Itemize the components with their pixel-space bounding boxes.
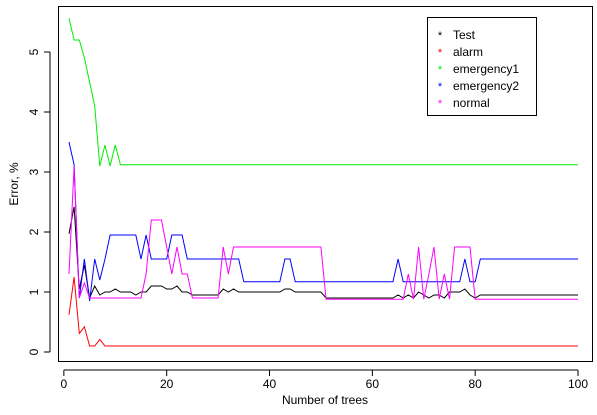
x-tick-label: 0 xyxy=(61,377,68,391)
y-tick-label: 5 xyxy=(27,48,41,55)
x-tick-label: 80 xyxy=(468,377,482,391)
series-line-emergency2 xyxy=(68,141,578,302)
legend-label-alarm: alarm xyxy=(453,45,483,59)
legend-label-Test: Test xyxy=(453,28,476,42)
legend-marker-emergency1: * xyxy=(438,64,443,76)
x-axis-label: Number of trees xyxy=(282,393,368,407)
y-tick-label: 0 xyxy=(27,348,41,355)
series-line-Test xyxy=(68,206,578,300)
y-tick-label: 1 xyxy=(27,288,41,295)
x-axis: 0 20 40 60 80 100 xyxy=(61,369,588,391)
x-tick-label: 40 xyxy=(263,377,277,391)
legend-label-emergency1: emergency1 xyxy=(453,62,519,76)
y-tick-label: 2 xyxy=(27,228,41,235)
y-tick-label: 3 xyxy=(27,168,41,175)
series-lines xyxy=(68,18,578,347)
y-axis-label: Error, % xyxy=(7,162,21,206)
legend-marker-Test: * xyxy=(438,30,443,42)
x-tick-label: 20 xyxy=(160,377,174,391)
legend: * Test * alarm * emergency1 * emergency2 * normal xyxy=(427,17,537,116)
plot-frame xyxy=(58,6,593,362)
legend-label-emergency2: emergency2 xyxy=(453,79,519,93)
x-tick-label: 60 xyxy=(366,377,380,391)
series-line-alarm xyxy=(68,276,578,347)
series-line-emergency1 xyxy=(68,18,578,167)
legend-marker-emergency2: * xyxy=(438,81,443,93)
legend-label-normal: normal xyxy=(453,96,490,110)
series-line-normal xyxy=(68,165,578,300)
legend-box xyxy=(427,17,537,116)
legend-marker-alarm: * xyxy=(438,47,443,59)
x-tick-label: 100 xyxy=(568,377,588,391)
legend-marker-normal: * xyxy=(438,98,443,110)
y-axis: 0 1 2 3 4 5 xyxy=(27,48,51,355)
y-tick-label: 4 xyxy=(27,108,41,115)
